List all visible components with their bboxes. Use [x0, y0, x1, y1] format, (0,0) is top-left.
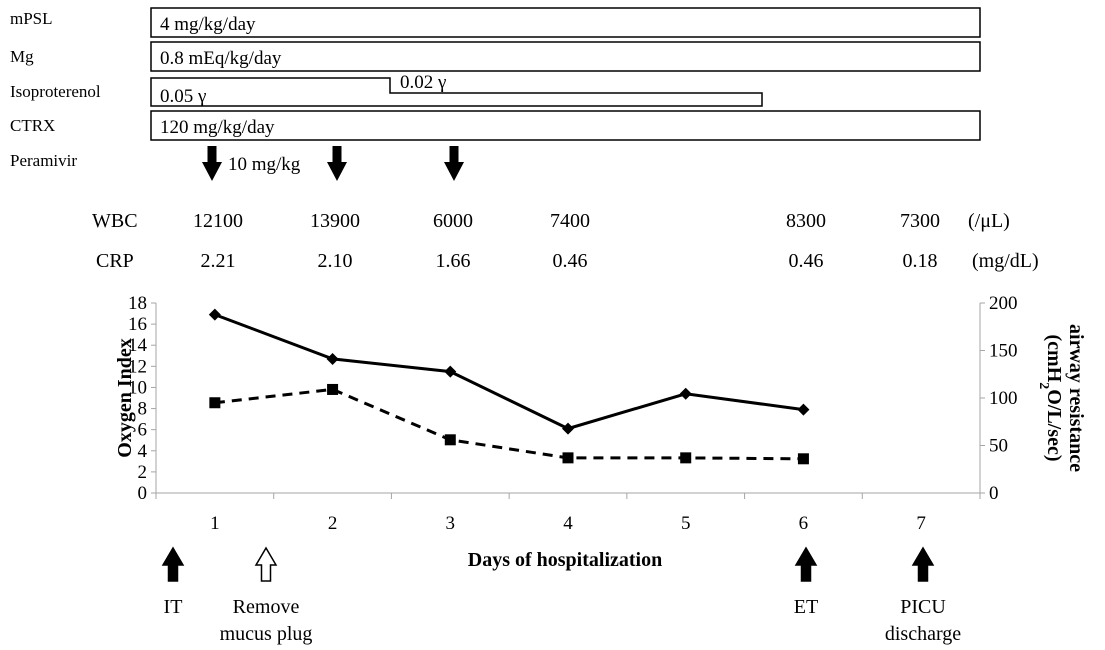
x-tick-label: 5: [681, 513, 691, 534]
crp-values: 2.21 2.10 1.66 0.46 0.46 0.18: [201, 250, 938, 272]
peramivir-down-arrow-icon: [327, 146, 347, 181]
mpsl-bar: [150, 7, 981, 38]
y2-tick-label: 200: [989, 293, 1018, 314]
y-tick-label: 18: [128, 293, 147, 314]
airway-resistance-line: [214, 387, 804, 461]
mg-bar: [150, 41, 981, 72]
peramivir-dose: 10 mg/kg: [228, 154, 301, 175]
mpsl-label: mPSL: [10, 9, 53, 28]
peramivir-down-arrow-icon: [444, 146, 464, 181]
event-annotations: IT Remove mucus plug ET PICU discharge: [161, 546, 961, 645]
oxygen-index-point: [562, 422, 574, 435]
event-label: PICU: [900, 596, 946, 618]
ctrx-dose: 120 mg/kg/day: [160, 117, 275, 138]
y2-axis-title-line2: (cmH2O/L/sec): [1037, 335, 1066, 462]
x-tick-label: 3: [446, 513, 456, 534]
wbc-value: 13900: [310, 210, 360, 232]
event-label: ET: [794, 596, 818, 618]
x-tick-label: 6: [799, 513, 809, 534]
crp-value: 0.18: [903, 250, 938, 272]
crp-unit: (mg/dL): [972, 250, 1039, 272]
y-axis-title: Oxygen Index: [114, 338, 136, 457]
wbc-unit: (/μL): [968, 210, 1010, 232]
y2-tick-label: 50: [989, 436, 1008, 457]
arrow-shape: [161, 546, 185, 582]
peramivir-down-arrow-icon: [202, 146, 222, 181]
medication-timeline: mPSL 4 mg/kg/day Mg 0.8 mEq/kg/day Isopr…: [10, 7, 981, 181]
ctrx-label: CTRX: [10, 116, 55, 135]
airway-resistance-point: [562, 452, 574, 464]
crp-value: 0.46: [553, 250, 588, 272]
wbc-value: 7300: [900, 210, 940, 232]
oxygen-index-point: [679, 387, 692, 400]
wbc-label: WBC: [92, 210, 138, 232]
wbc-values: 12100 13900 6000 7400 8300 7300: [193, 210, 940, 232]
airway-resistance-point: [797, 453, 809, 465]
oxygen-index-point: [797, 403, 810, 416]
event-label: Remove: [233, 596, 300, 618]
arrow-shape: [794, 546, 818, 582]
isoproterenol-dose-2: 0.02 γ: [400, 72, 446, 93]
filled-up-arrow-icon: [794, 546, 818, 582]
event-label: IT: [164, 596, 183, 618]
wbc-value: 8300: [786, 210, 826, 232]
x-tick-label: 4: [563, 513, 573, 534]
oxygen-index-point: [444, 365, 457, 378]
filled-up-arrow-icon: [161, 546, 185, 582]
airway-resistance-point: [444, 434, 456, 446]
crp-label: CRP: [96, 250, 134, 272]
airway-resistance-point: [327, 383, 339, 395]
crp-value: 1.66: [436, 250, 471, 272]
y-tick-label: 16: [128, 314, 147, 335]
x-tick-label: 7: [916, 513, 926, 534]
arrow-shape: [254, 546, 278, 582]
y2-tick-label: 0: [989, 483, 999, 504]
ctrx-bar: [150, 110, 981, 141]
peramivir-label: Peramivir: [10, 151, 77, 170]
y-tick-label: 8: [138, 399, 148, 420]
event-label-line2: discharge: [885, 623, 961, 645]
y-tick-label: 14: [128, 335, 148, 356]
filled-up-arrow-icon: [911, 546, 935, 582]
isoproterenol-label: Isoproterenol: [10, 82, 101, 101]
y-tick-label: 10: [128, 377, 147, 398]
oxygen-index-point: [326, 352, 339, 365]
y2-axis-title-line1: airway resistance: [1065, 324, 1087, 472]
isoproterenol-bar: [150, 77, 763, 107]
open-up-arrow-icon: [254, 546, 278, 582]
y2-tick-label: 150: [989, 341, 1018, 362]
oxygen-index-point: [208, 308, 221, 321]
crp-value: 2.21: [201, 250, 236, 272]
crp-value: 2.10: [318, 250, 353, 272]
crp-value: 0.46: [789, 250, 824, 272]
event-label-line2: mucus plug: [220, 623, 313, 645]
isoproterenol-dose-1: 0.05 γ: [160, 86, 206, 107]
y-tick-label: 2: [138, 462, 148, 483]
wbc-value: 6000: [433, 210, 473, 232]
y-tick-label: 0: [138, 483, 148, 504]
mg-label: Mg: [10, 47, 34, 66]
airway-resistance-point: [680, 452, 692, 464]
airway-resistance-point: [209, 397, 221, 409]
y-tick-label: 4: [138, 441, 148, 462]
oxygen-index-line: [214, 313, 804, 431]
y-tick-label: 12: [128, 356, 147, 377]
wbc-value: 7400: [550, 210, 590, 232]
mpsl-dose: 4 mg/kg/day: [160, 14, 256, 35]
x-axis-title: Days of hospitalization: [468, 549, 662, 571]
chart: Oxygen Index airway resistance (cmH2O/L/…: [114, 293, 1087, 571]
mg-dose: 0.8 mEq/kg/day: [160, 48, 282, 69]
lab-table: WBC 12100 13900 6000 7400 8300 7300 (/μL) CRP…: [92, 210, 1039, 272]
x-tick-label: 1: [210, 513, 220, 534]
y-tick-label: 6: [138, 420, 148, 441]
y2-tick-label: 100: [989, 388, 1018, 409]
arrow-shape: [911, 546, 935, 582]
x-tick-label: 2: [328, 513, 338, 534]
wbc-value: 12100: [193, 210, 243, 232]
